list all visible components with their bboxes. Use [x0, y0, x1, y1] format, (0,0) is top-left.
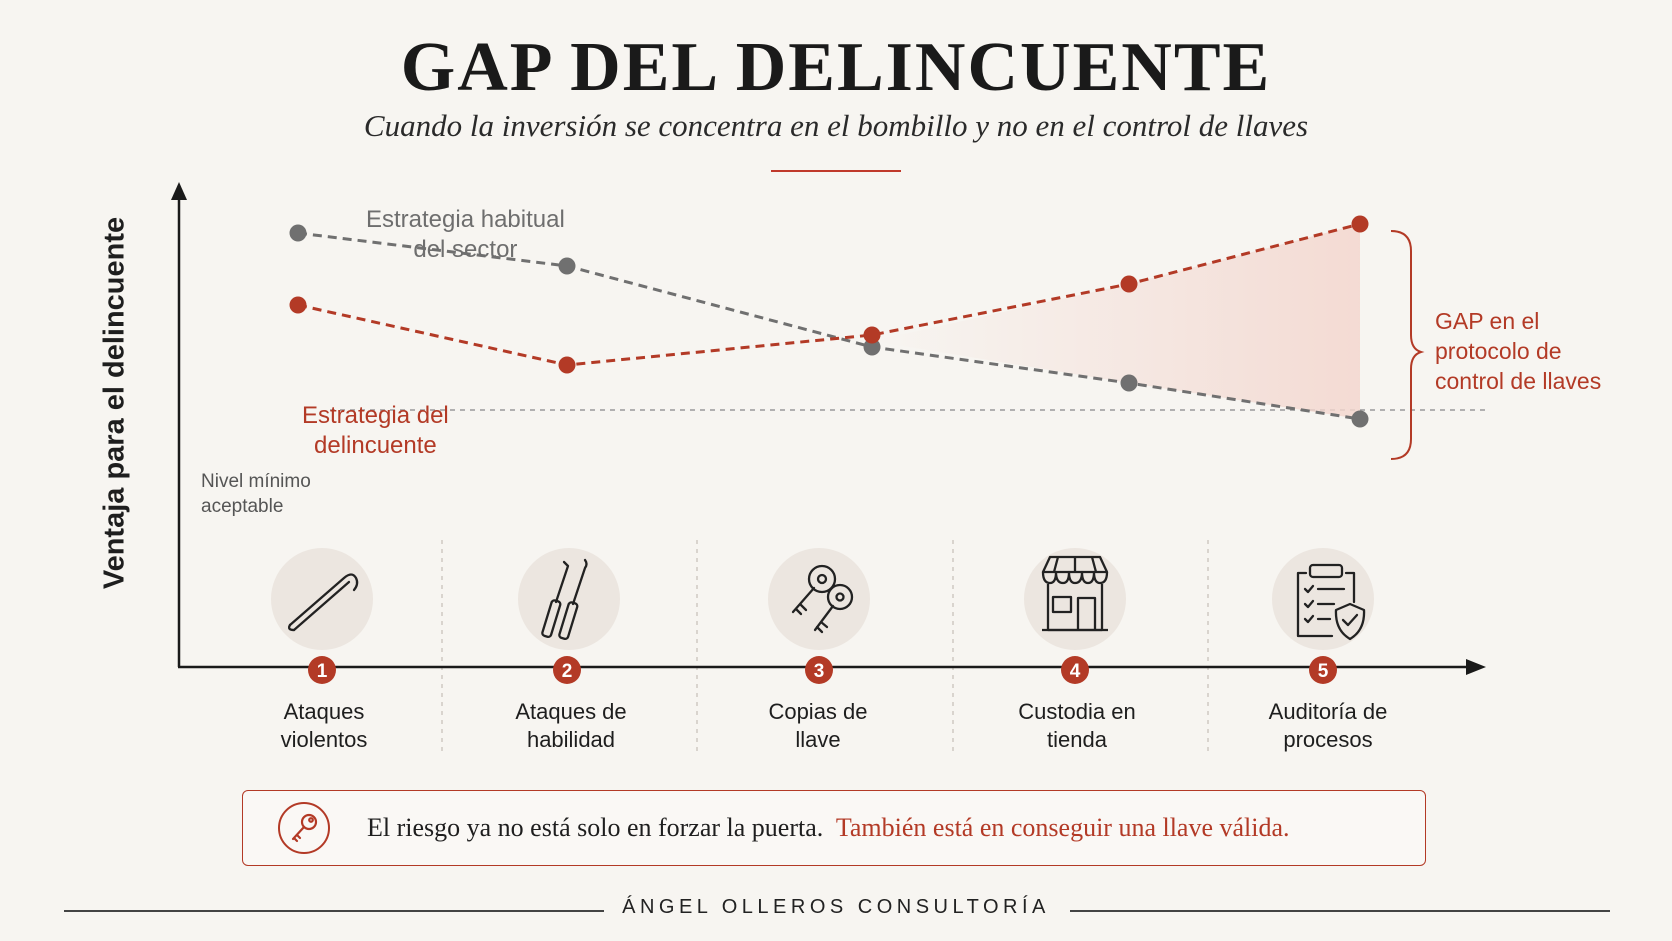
stage-marker-3: [805, 656, 833, 684]
page-subtitle: Cuando la inversión se concentra en el b…: [363, 108, 1309, 143]
stage-number-5: 5: [1318, 661, 1329, 682]
key-icon: [278, 802, 330, 854]
stage-icon-circle: [1024, 548, 1126, 650]
keys-icon: [791, 564, 854, 634]
stage-label-line: Copias de: [768, 699, 868, 724]
stage-number-4: 4: [1070, 661, 1081, 682]
stage-label-5: Auditoría de procesos: [1218, 698, 1438, 754]
y-axis-arrow: [171, 182, 187, 200]
stage-label-line: habilidad: [526, 727, 616, 752]
delincuente-point-5: [1351, 215, 1369, 233]
key-message-box: El riesgo ya no está solo en forzar la p…: [242, 790, 1426, 866]
delincuente-point-3: [863, 326, 881, 344]
page-title: GAP DEL DELINCUENTE: [400, 29, 1272, 106]
series-label-line: Estrategia del: [302, 402, 449, 429]
gap-shading: [872, 224, 1360, 419]
stage-number-3: 3: [814, 661, 825, 682]
stage-label-1: Ataques violentos: [214, 698, 434, 754]
gap-bracket: [1390, 230, 1425, 460]
stage-number-1: 1: [317, 661, 328, 682]
series-label-line: del sector: [413, 236, 518, 263]
stage-icon-circle: [1272, 548, 1374, 650]
sector-point-2: [558, 257, 576, 275]
sector-point-1: [289, 224, 307, 242]
series-label-line: Estrategia habitual: [366, 206, 565, 233]
stage-label-line: Auditoría de: [1268, 699, 1388, 724]
stage-label-4: Custodia en tienda: [967, 698, 1187, 754]
stage-markers: 1 2 3 4 5: [308, 656, 1337, 684]
stage-label-2: Ataques de habilidad: [461, 698, 681, 754]
gap-label-line: control de llaves: [1435, 368, 1602, 394]
key-message-dark: El riesgo ya no está solo en forzar la p…: [367, 813, 824, 842]
delincuente-point-1: [289, 296, 307, 314]
gap-label-line: GAP en el: [1435, 308, 1540, 334]
stage-label-line: procesos: [1283, 727, 1373, 752]
series-label-delincuente: Estrategia del delincuente: [302, 401, 449, 461]
stage-icon-circle: [768, 548, 870, 650]
key-message: El riesgo ya no está solo en forzar la p…: [367, 813, 1290, 843]
title-divider: [771, 170, 901, 172]
footer-rule-right: [1070, 910, 1610, 912]
sector-point-3: [863, 338, 881, 356]
series-label-sector: Estrategia habitual del sector: [366, 205, 565, 265]
y-axis-label: Ventaja para el delincuente: [98, 216, 131, 590]
footer-brand: ÁNGEL OLLEROS CONSULTORÍA: [622, 896, 1050, 918]
crowbar-icon: [287, 573, 359, 632]
gap-label-line: protocolo de: [1435, 338, 1562, 364]
lock-picks-icon: [541, 558, 588, 641]
threshold-label-line: aceptable: [201, 496, 284, 517]
footer-rule-left: [64, 910, 604, 912]
stage-label-line: Custodia en: [1018, 699, 1136, 724]
series-label-line: delincuente: [314, 432, 437, 459]
stage-icon-circle: [518, 548, 620, 650]
stage-marker-2: [553, 656, 581, 684]
stage-label-line: llave: [795, 727, 841, 752]
delincuente-point-2: [558, 356, 576, 374]
threshold-label: Nivel mínimo aceptable: [201, 469, 311, 519]
stage-marker-5: [1309, 656, 1337, 684]
x-axis-arrow: [1466, 659, 1486, 675]
stage-icon-circle: [271, 548, 373, 650]
stage-label-line: Ataques: [283, 699, 365, 724]
stage-label-3: Copias de llave: [708, 698, 928, 754]
storefront-icon: [1041, 555, 1109, 632]
stage-label-line: Ataques de: [515, 699, 627, 724]
series-layer: [289, 215, 1369, 428]
gap-label: GAP en el protocolo de control de llaves: [1435, 306, 1601, 396]
clipboard-shield-icon: [1296, 563, 1366, 641]
series-line-delincuente: [297, 222, 1361, 367]
stage-number-2: 2: [562, 661, 573, 682]
stage-label-line: violentos: [280, 727, 368, 752]
key-message-red: También está en conseguir una llave váli…: [835, 813, 1290, 842]
threshold-label-line: Nivel mínimo: [201, 471, 311, 492]
delincuente-point-4: [1120, 275, 1138, 293]
stage-marker-4: [1061, 656, 1089, 684]
stage-marker-1: [308, 656, 336, 684]
sector-point-4: [1120, 374, 1138, 392]
stage-label-line: tienda: [1047, 727, 1107, 752]
sector-point-5: [1351, 410, 1369, 428]
